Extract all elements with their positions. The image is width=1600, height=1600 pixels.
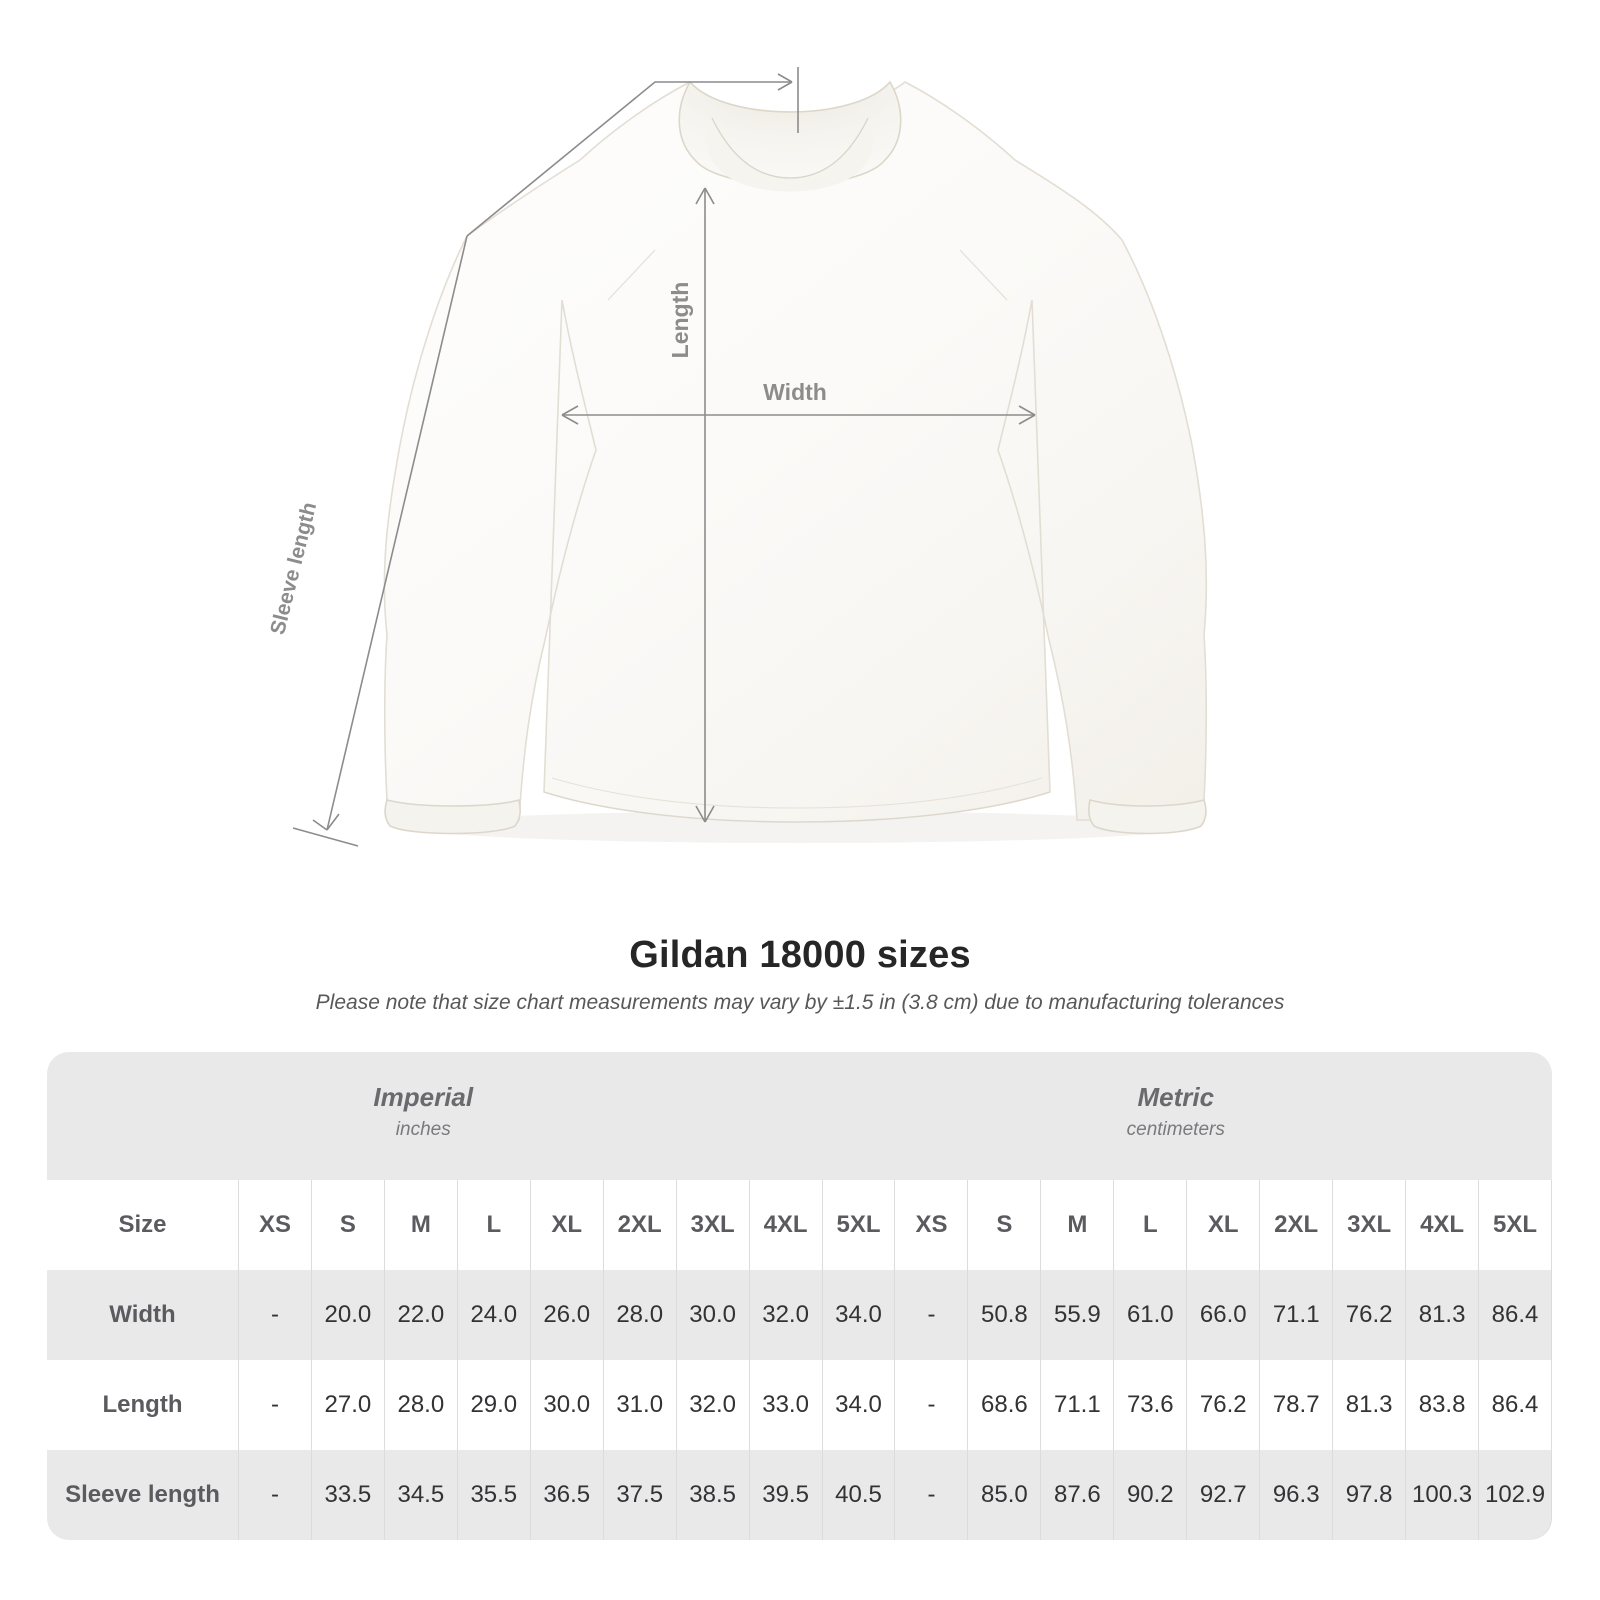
svg-text:Sleeve length: Sleeve length bbox=[266, 500, 321, 637]
svg-text:Width: Width bbox=[763, 379, 827, 405]
svg-text:Length: Length bbox=[667, 282, 693, 359]
